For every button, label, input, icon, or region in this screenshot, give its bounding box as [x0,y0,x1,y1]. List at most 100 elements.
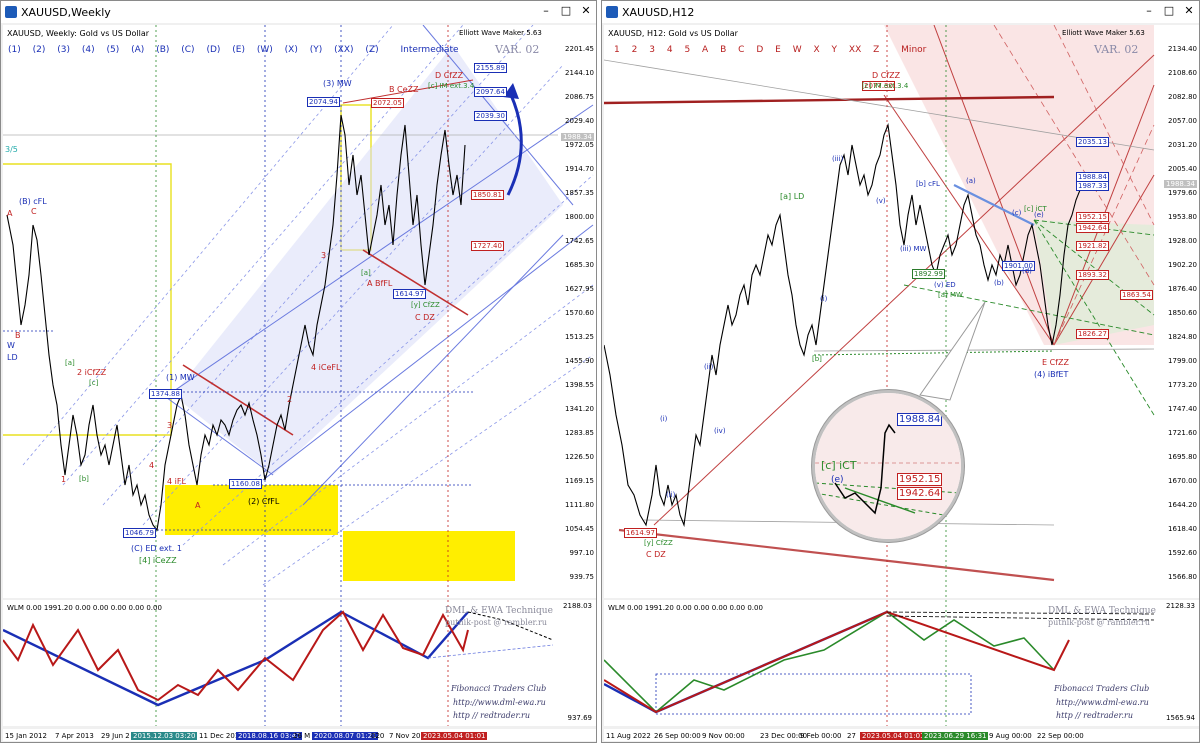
right-indicator-name: Elliott Wave Maker 5.63 [1062,29,1145,37]
price-box: 1893.32 [1076,270,1109,280]
price-tick: 1928.00 [1168,237,1197,245]
left-window-title: XAUUSD,Weekly [21,5,111,19]
degree-item[interactable]: (D) [206,45,221,55]
degree-item[interactable]: (XX) [334,45,354,55]
price-box: 1952.15 [1076,212,1109,222]
lens-price-box: 1952.15 [897,473,943,486]
degree-item[interactable]: (4) [81,45,95,55]
left-main-chart[interactable]: XAUUSD, Weekly: Gold vs US Dollar Elliot… [3,25,596,598]
price-box: 2155.89 [474,63,507,73]
degree-item[interactable]: A [702,45,709,55]
wave-label: B CeZZ [389,85,419,94]
current-price-tag: 1988.34 [561,133,594,141]
right-chart-canvas [604,25,1155,598]
time-tick: 020 [371,732,385,740]
left-indicator-name: Elliott Wave Maker 5.63 [459,29,542,37]
left-wlm-panel[interactable]: WLM 0.00 1991.20 0.00 0.00 0.00 0.00 0.0… [3,600,596,726]
left-time-axis[interactable]: 15 Jan 2012 7 Apr 2013 29 Jun 2 2015.12.… [3,729,596,741]
degree-name: Intermediate [400,45,459,55]
right-window-titlebar[interactable]: XAUUSD,H12 – □ ✕ [602,1,1199,23]
minimize-icon[interactable]: – [543,4,549,17]
degree-item[interactable]: (C) [181,45,195,55]
left-chart-canvas [3,25,594,598]
degree-item[interactable]: (X) [284,45,298,55]
degree-item[interactable]: (W) [256,45,273,55]
wave-label: B [15,331,21,340]
price-tick: 1226.50 [565,453,594,461]
wave-label: (1) MW [166,373,195,382]
maximize-icon[interactable]: □ [560,4,572,17]
right-chart-window[interactable]: XAUUSD,H12 – □ ✕ [601,0,1200,743]
price-box: 1727.40 [471,241,504,251]
price-box: 1892.99 [912,269,945,279]
right-time-axis[interactable]: 11 Aug 2022 26 Sep 00:00 9 Nov 00:00 23 … [604,729,1199,741]
time-tick: 23 Dec 00:00 [760,732,808,740]
degree-item[interactable]: E [775,45,781,55]
wave-label: C [31,207,37,216]
left-window-titlebar[interactable]: XAUUSD,Weekly – □ ✕ [1,1,596,23]
right-wlm-panel[interactable]: WLM 0.00 1991.20 0.00 0.00 0.00 0.00 0.0… [604,600,1199,726]
degree-item[interactable]: C [738,45,745,55]
maximize-icon[interactable]: □ [1163,4,1175,17]
wave-label: (b) [994,279,1004,287]
degree-item[interactable]: (3) [57,45,70,55]
degree-item[interactable]: (B) [156,45,170,55]
price-tick: 2134.40 [1168,45,1197,53]
close-icon[interactable]: ✕ [581,4,591,17]
wave-label: [y] CfZZ [644,539,673,547]
degree-item[interactable]: (2) [32,45,46,55]
time-tick: 9 Feb 00:00 [800,732,842,740]
degree-item[interactable]: D [756,45,764,55]
wave-label: [b] [812,355,822,363]
degree-item[interactable]: (Y) [309,45,323,55]
left-degree-bar[interactable]: (1) (2) (3) (4) (5) (A) (B) (C) (D) (E) … [8,45,468,55]
time-tag: 2023.05.04 01:01 [860,732,927,740]
wave-label: [c] IM ext.3.4 [428,82,475,90]
price-tick: 2108.60 [1168,69,1197,77]
minimize-icon[interactable]: – [1146,4,1152,17]
right-price-scale[interactable]: 2134.40 2108.60 2082.80 2057.00 2031.20 … [1151,25,1199,598]
wave-label: (iii) [832,155,844,163]
credit-club: Fibonacci Traders Club [451,684,547,693]
degree-item[interactable]: Z [873,45,880,55]
degree-item[interactable]: Y [831,45,838,55]
price-box: 1614.97 [393,289,426,299]
degree-item[interactable]: W [792,45,802,55]
time-tick: 27 [847,732,856,740]
price-box: 1046.79 [123,528,156,538]
degree-item[interactable]: (1) [8,45,21,55]
degree-item[interactable]: 3 [649,45,655,55]
wave-label: (ii) [666,491,676,499]
degree-item[interactable]: 5 [684,45,691,55]
price-box: 1921.82 [1076,241,1109,251]
wave-label: (v) ED [934,281,956,289]
degree-item[interactable]: 4 [666,45,673,55]
price-tick: 1979.60 [1168,189,1197,197]
right-degree-bar[interactable]: 1 2 3 4 5 A B C D E W X Y XX Z Minor [614,45,935,55]
wave-label: [b] [79,475,89,483]
degree-item[interactable]: (A) [131,45,145,55]
price-tick: 997.10 [569,549,595,557]
degree-item[interactable]: 2 [631,45,638,55]
degree-item[interactable]: X [813,45,820,55]
left-symbol-label: XAUUSD, Weekly: Gold vs US Dollar [7,29,150,38]
price-tick: 1902.20 [1168,261,1197,269]
degree-item[interactable]: XX [848,45,862,55]
degree-item[interactable]: 1 [614,45,620,55]
degree-item[interactable]: (5) [106,45,120,55]
left-price-scale[interactable]: 2201.45 2144.10 2086.75 2029.40 1972.05 … [548,25,596,598]
degree-item[interactable]: B [720,45,727,55]
price-box: 2074.94 [307,97,340,107]
yellow-zone [165,485,338,535]
left-chart-window[interactable]: XAUUSD,Weekly – □ ✕ [0,0,597,743]
degree-item[interactable]: (Z) [365,45,379,55]
price-tick: 1773.20 [1168,381,1197,389]
wave-label: 2 [287,395,293,404]
window-app-icon [606,6,618,18]
wave-label: 3 [167,421,173,430]
close-icon[interactable]: ✕ [1184,4,1194,17]
wave-label: (v) [876,197,886,205]
price-box: 1942.64 [1076,223,1109,233]
price-box: 2039.30 [474,111,507,121]
degree-item[interactable]: (E) [232,45,245,55]
